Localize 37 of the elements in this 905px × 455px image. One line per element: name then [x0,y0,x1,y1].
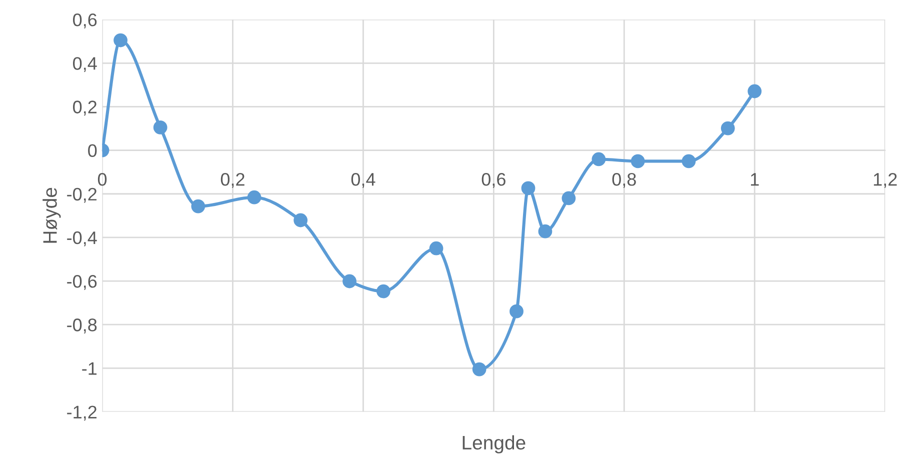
y-tick-label: -0,6 [67,274,97,290]
x-tick-label: 1 [750,173,759,186]
point [562,191,576,206]
y-tick-label: -0,8 [67,318,97,334]
point [114,33,128,48]
point [153,120,168,134]
point [191,199,206,214]
y-tick-label: -0,4 [67,231,97,246]
x-tick-label: 0,2 [220,173,244,188]
y-tick-label: -0,2 [67,188,96,203]
point [720,121,735,136]
x-tick-label: 1,2 [874,173,897,188]
x-tick-label: 0,8 [612,173,636,188]
y-tick-label: -1,2 [67,406,96,421]
x-tick-label: 0,6 [482,173,506,188]
x-tick-label: 0 [98,173,107,186]
point [429,241,444,256]
y-tick-label: 0,4 [73,57,97,72]
point [682,154,696,168]
point [748,84,762,98]
point [630,154,645,168]
y-tick-label: 0,2 [73,100,96,116]
point [472,362,486,376]
point [521,181,536,196]
point [342,274,356,288]
y-tick-label: 0,6 [73,14,97,28]
y-tick-label: 0 [88,144,97,158]
point [294,213,308,228]
point [510,304,524,318]
point [247,190,262,204]
point [376,284,390,298]
point [592,152,606,166]
point [538,224,552,238]
x-tick-label: 0,4 [351,173,376,188]
y-axis-title: Høyde [42,188,61,243]
x-axis-title: Lengde [462,435,526,454]
y-tick-label: -1 [82,362,97,375]
